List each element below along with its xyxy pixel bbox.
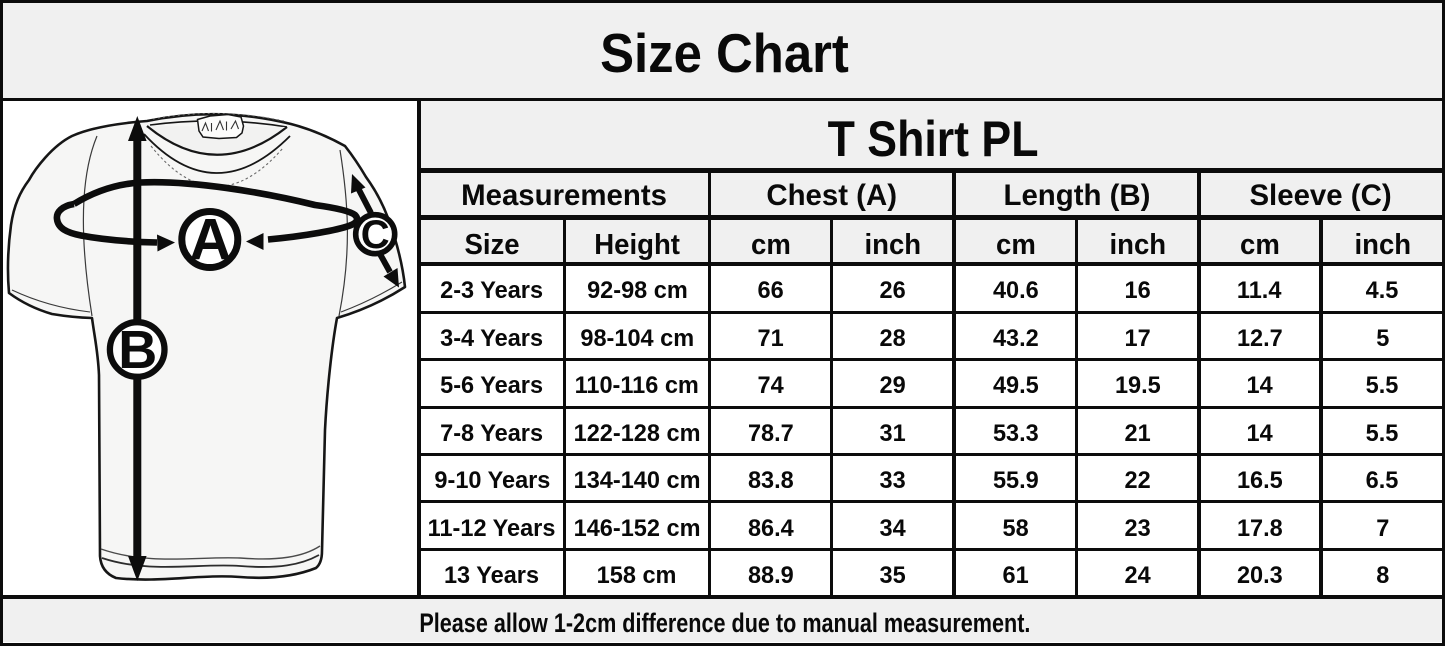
svg-text:B: B [118, 320, 157, 380]
svg-text:A: A [190, 209, 232, 273]
svg-text:C: C [361, 213, 390, 257]
